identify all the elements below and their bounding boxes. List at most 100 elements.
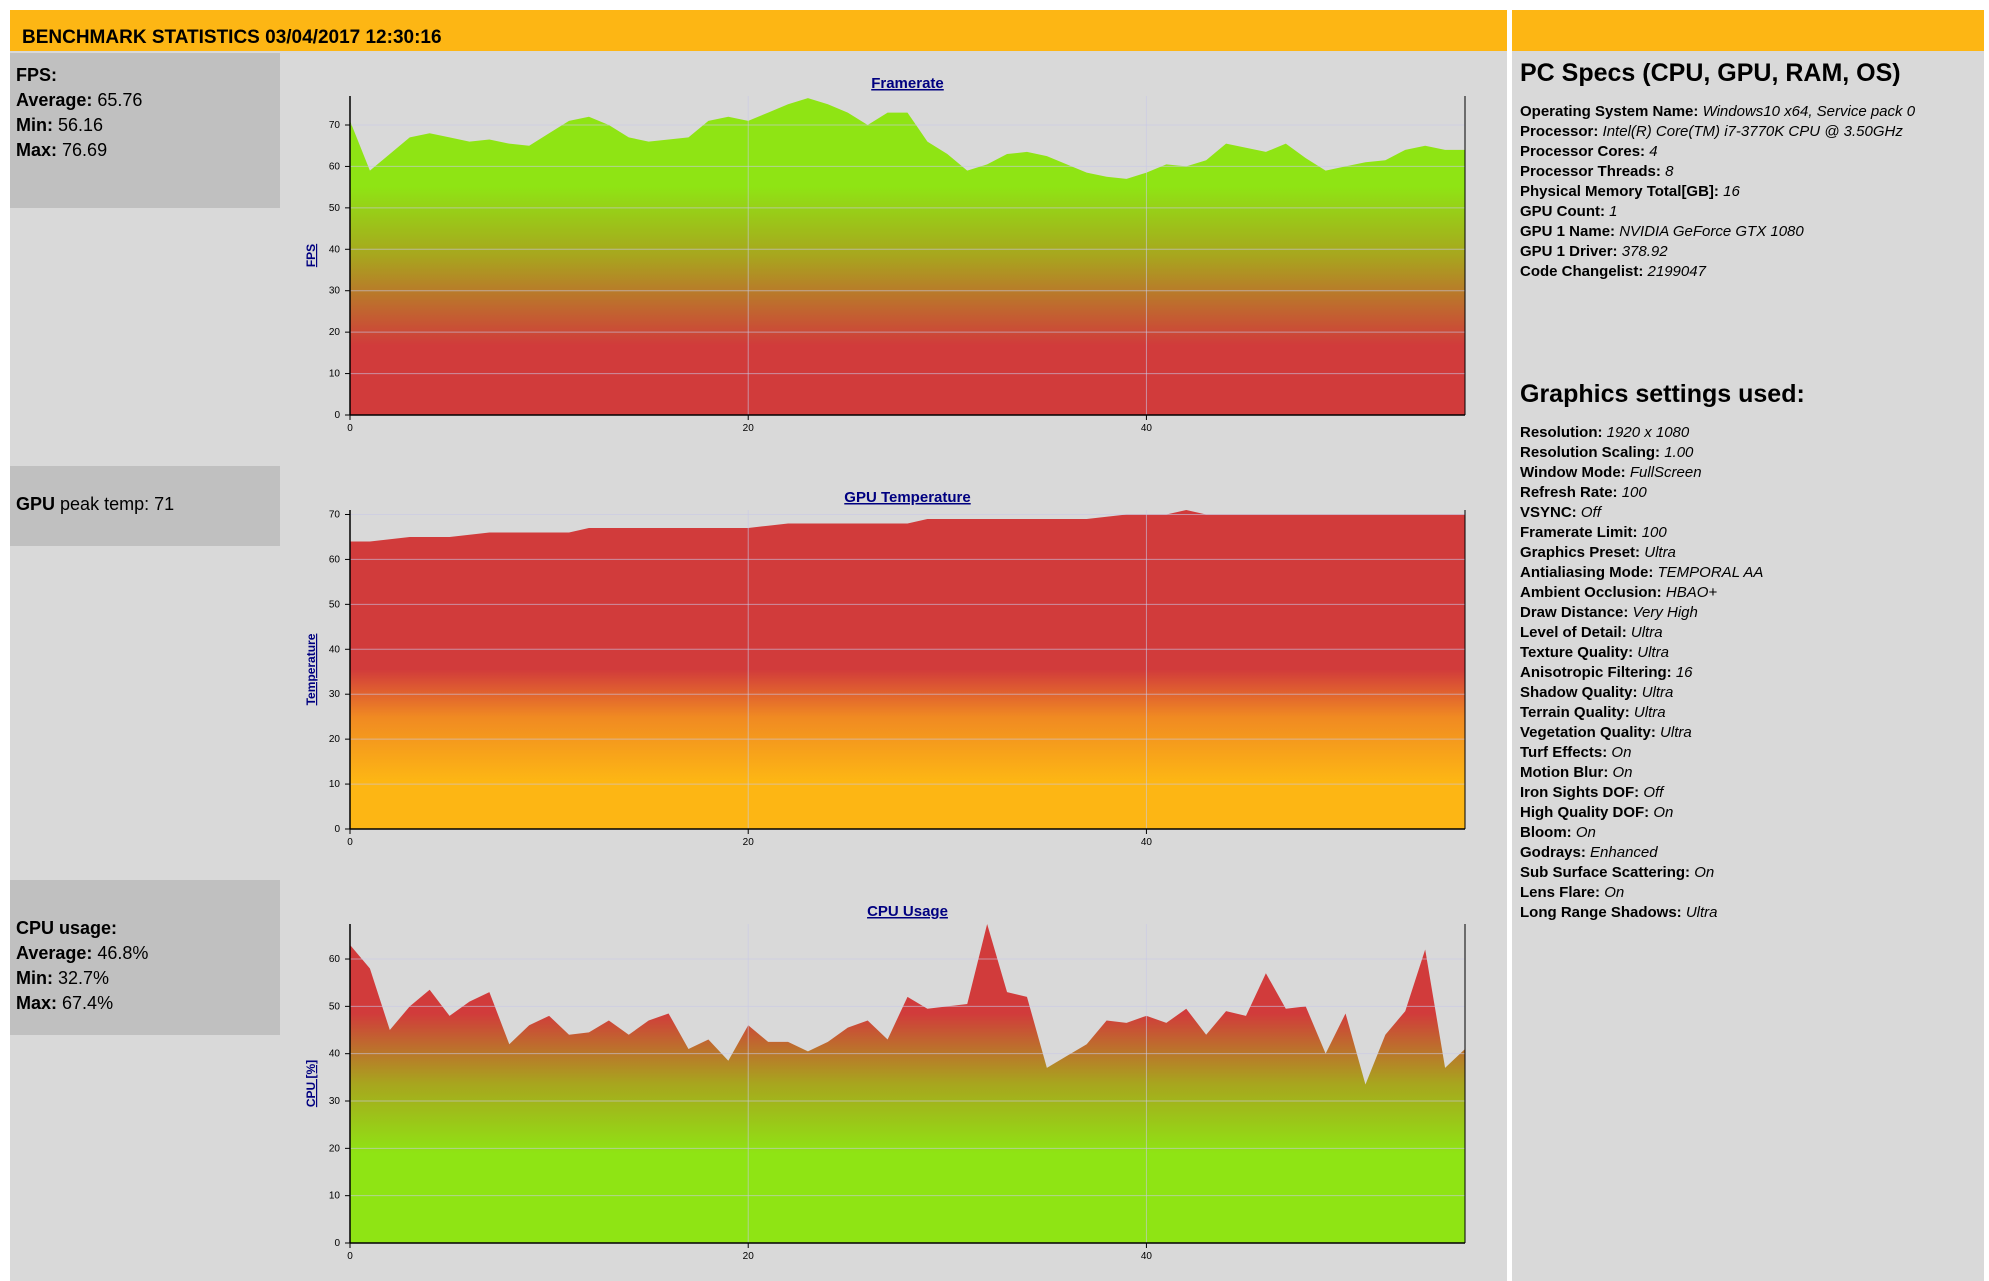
spec-item: Graphics Preset: Ultra (1520, 543, 1980, 563)
spec-key: Iron Sights DOF: (1520, 784, 1640, 801)
chart-title: CPU Usage (867, 903, 948, 920)
spec-key: Anisotropic Filtering: (1520, 664, 1672, 681)
cpu-min-label: Min: (16, 968, 53, 988)
cpu-label: CPU usage: (16, 918, 118, 938)
y-tick-label: 10 (329, 1191, 341, 1202)
spec-key: Processor Cores: (1520, 143, 1646, 160)
cpu-max-value: 67.4% (62, 993, 114, 1013)
spec-key: GPU 1 Name: (1520, 223, 1616, 240)
spec-key: Window Mode: (1520, 464, 1626, 481)
spec-item: Draw Distance: Very High (1520, 603, 1980, 623)
pc-specs-list: Operating System Name: Windows10 x64, Se… (1520, 102, 1980, 282)
spec-value: On (1612, 764, 1633, 781)
fps-stats-box: FPS: Average: 65.76 Min: 56.16 Max: 76.6… (10, 53, 280, 208)
y-tick-label: 60 (329, 554, 341, 565)
spec-item: Operating System Name: Windows10 x64, Se… (1520, 102, 1980, 122)
spec-value: 100 (1621, 484, 1647, 501)
y-tick-label: 30 (329, 1096, 341, 1107)
pc-specs-title: PC Specs (CPU, GPU, RAM, OS) (1520, 59, 1901, 87)
fps-min-value: 56.16 (58, 115, 104, 135)
spec-value: Ultra (1685, 904, 1718, 921)
spec-key: Texture Quality: (1520, 644, 1634, 661)
x-tick-label: 40 (1141, 423, 1153, 433)
spec-key: Refresh Rate: (1520, 484, 1618, 501)
spec-key: Antialiasing Mode: (1520, 564, 1654, 581)
spec-item: Processor Threads: 8 (1520, 162, 1980, 182)
framerate-chart: 01020304050607002040FramerateTime(sec)FP… (285, 53, 1505, 433)
spec-key: Resolution: (1520, 424, 1603, 441)
right-panel: PC Specs (CPU, GPU, RAM, OS) Operating S… (1512, 10, 1984, 1281)
spec-item: Processor: Intel(R) Core(TM) i7-3770K CP… (1520, 122, 1980, 142)
graphics-settings-section: Graphics settings used: Resolution: 1920… (1520, 380, 1980, 923)
y-axis-label: Temperature (304, 633, 318, 705)
y-tick-label: 20 (329, 1143, 341, 1154)
gpu-stats-box: GPU peak temp: 71 (10, 466, 280, 546)
spec-item: Antialiasing Mode: TEMPORAL AA (1520, 563, 1980, 583)
y-axis-label: FPS (304, 244, 318, 267)
spec-value: 378.92 (1621, 243, 1668, 260)
spec-value: On (1611, 744, 1632, 761)
spec-item: Bloom: On (1520, 823, 1980, 843)
spec-value: Off (1643, 784, 1664, 801)
spec-value: 100 (1641, 524, 1667, 541)
fps-max-label: Max: (16, 140, 58, 160)
spec-key: Sub Surface Scattering: (1520, 864, 1691, 881)
spec-key: Framerate Limit: (1520, 524, 1638, 541)
x-tick-label: 40 (1141, 837, 1153, 847)
y-tick-label: 40 (329, 644, 341, 655)
y-tick-label: 20 (329, 327, 341, 338)
spec-value: Ultra (1644, 544, 1676, 561)
left-panel: BENCHMARK STATISTICS 03/04/2017 12:30:16… (10, 10, 1507, 1281)
graphics-settings-title: Graphics settings used: (1520, 380, 1805, 408)
y-tick-label: 60 (329, 954, 341, 965)
spec-item: GPU 1 Driver: 378.92 (1520, 242, 1980, 262)
spec-key: Turf Effects: (1520, 744, 1608, 761)
spec-value: 1.00 (1664, 444, 1694, 461)
y-tick-label: 40 (329, 1049, 341, 1060)
spec-value: 2199047 (1647, 263, 1706, 280)
series-area (350, 924, 1465, 1243)
fps-min-label: Min: (16, 115, 53, 135)
spec-key: Lens Flare: (1520, 884, 1601, 901)
spec-key: Level of Detail: (1520, 624, 1627, 641)
spec-item: Terrain Quality: Ultra (1520, 703, 1980, 723)
spec-key: Shadow Quality: (1520, 684, 1638, 701)
spec-item: Turf Effects: On (1520, 743, 1980, 763)
y-tick-label: 60 (329, 161, 341, 172)
spec-key: Physical Memory Total[GB]: (1520, 183, 1719, 200)
spec-item: Anisotropic Filtering: 16 (1520, 663, 1980, 683)
chart-title: GPU Temperature (844, 489, 970, 506)
y-tick-label: 0 (334, 1238, 340, 1249)
pc-specs-section: PC Specs (CPU, GPU, RAM, OS) Operating S… (1520, 59, 1980, 282)
spec-item: Sub Surface Scattering: On (1520, 863, 1980, 883)
x-tick-label: 0 (347, 423, 353, 433)
spec-item: Window Mode: FullScreen (1520, 463, 1980, 483)
x-tick-label: 0 (347, 1251, 353, 1261)
spec-item: Resolution: 1920 x 1080 (1520, 423, 1980, 443)
spec-value: FullScreen (1629, 464, 1702, 481)
spec-value: Ultra (1633, 704, 1666, 721)
x-tick-label: 20 (743, 423, 755, 433)
spec-value: TEMPORAL AA (1657, 564, 1764, 581)
series-area (350, 510, 1465, 829)
spec-key: Processor: (1520, 123, 1599, 140)
spec-key: GPU 1 Driver: (1520, 243, 1618, 260)
fps-average-label: Average: (16, 90, 93, 110)
spec-key: Draw Distance: (1520, 604, 1629, 621)
spec-key: Bloom: (1520, 824, 1572, 841)
spec-item: Resolution Scaling: 1.00 (1520, 443, 1980, 463)
series-area (350, 98, 1465, 416)
cpu-stats-box: CPU usage: Average: 46.8% Min: 32.7% Max… (10, 880, 280, 1035)
fps-average-value: 65.76 (97, 90, 143, 110)
cpu-average-value: 46.8% (97, 943, 149, 963)
y-tick-label: 10 (329, 369, 341, 380)
spec-item: High Quality DOF: On (1520, 803, 1980, 823)
y-tick-label: 50 (329, 599, 341, 610)
title-bar: BENCHMARK STATISTICS 03/04/2017 12:30:16 (10, 10, 1507, 51)
spec-key: Code Changelist: (1520, 263, 1644, 280)
spec-value: 16 (1675, 664, 1693, 681)
spec-value: Enhanced (1590, 844, 1658, 861)
spec-value: Ultra (1637, 644, 1669, 661)
